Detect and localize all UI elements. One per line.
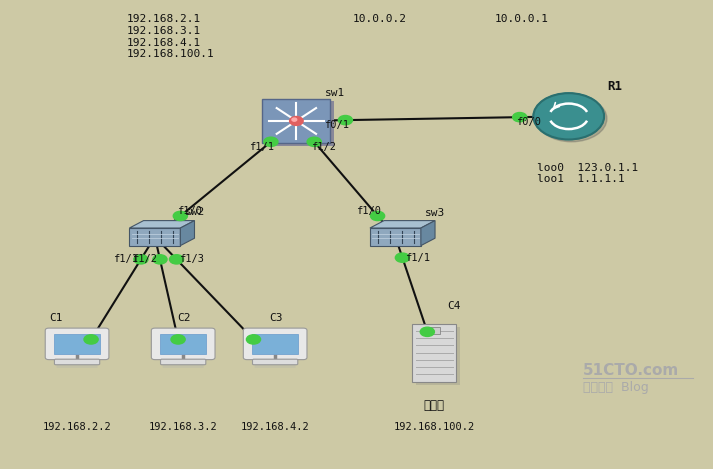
Circle shape [289,116,303,125]
Text: C2: C2 [178,312,191,323]
Circle shape [153,255,167,264]
FancyBboxPatch shape [163,363,204,368]
FancyBboxPatch shape [412,324,456,382]
Text: 技术博客  Blog: 技术博客 Blog [583,381,649,394]
FancyBboxPatch shape [252,359,298,365]
FancyBboxPatch shape [243,328,307,360]
Text: 10.0.0.2: 10.0.0.2 [353,15,407,24]
FancyBboxPatch shape [130,228,180,246]
Polygon shape [370,220,435,228]
Text: loo0  123.0.1.1
loo1  1.1.1.1: loo0 123.0.1.1 loo1 1.1.1.1 [537,163,638,184]
Text: C3: C3 [270,312,283,323]
FancyBboxPatch shape [54,334,101,354]
Text: f0/1: f0/1 [324,120,349,130]
Text: f1/3: f1/3 [179,254,205,265]
Text: C1: C1 [48,312,62,323]
Circle shape [170,255,184,264]
FancyBboxPatch shape [45,328,109,360]
Polygon shape [421,220,435,246]
Text: 51CTO.com: 51CTO.com [583,363,679,378]
Text: 192.168.2.1
192.168.3.1
192.168.4.1
192.168.100.1: 192.168.2.1 192.168.3.1 192.168.4.1 192.… [127,15,215,59]
FancyBboxPatch shape [370,228,421,246]
Circle shape [171,335,185,344]
FancyBboxPatch shape [160,334,206,354]
Text: f1/0: f1/0 [356,206,381,216]
Text: f1/0: f1/0 [177,206,202,216]
Circle shape [533,93,604,139]
Text: f1/2: f1/2 [132,254,157,265]
Circle shape [134,255,148,264]
Text: f1/1: f1/1 [113,254,138,265]
Text: R1: R1 [607,80,622,93]
Text: f1/2: f1/2 [311,142,336,152]
Text: 10.0.0.1: 10.0.0.1 [494,15,548,24]
Circle shape [420,327,434,336]
Text: C4: C4 [447,301,461,311]
FancyBboxPatch shape [429,327,440,334]
Circle shape [536,96,607,142]
Text: 192.168.100.2: 192.168.100.2 [394,422,475,432]
FancyBboxPatch shape [54,359,100,365]
Circle shape [247,335,260,344]
FancyBboxPatch shape [160,359,206,365]
Text: f0/0: f0/0 [516,117,541,127]
FancyBboxPatch shape [255,363,296,368]
Circle shape [395,253,409,262]
Polygon shape [180,220,195,246]
FancyBboxPatch shape [252,334,298,354]
Polygon shape [130,220,195,228]
Text: sw2: sw2 [185,207,205,217]
Circle shape [292,118,297,121]
Text: sw1: sw1 [324,88,345,98]
Circle shape [371,212,384,220]
Circle shape [307,137,322,146]
Circle shape [513,113,527,122]
FancyBboxPatch shape [416,327,460,385]
Text: 192.168.4.2: 192.168.4.2 [241,422,309,432]
Text: 192.168.2.2: 192.168.2.2 [43,422,111,432]
Text: 192.168.3.2: 192.168.3.2 [149,422,217,432]
Text: f1/1: f1/1 [405,253,430,263]
FancyBboxPatch shape [56,363,98,368]
Circle shape [84,335,98,344]
Text: f1/1: f1/1 [250,142,275,152]
Circle shape [339,115,352,125]
Circle shape [264,137,278,146]
Text: sw3: sw3 [425,208,446,218]
Text: 服务器: 服务器 [424,399,445,412]
FancyBboxPatch shape [262,98,330,143]
Circle shape [173,212,188,220]
FancyBboxPatch shape [151,328,215,360]
FancyBboxPatch shape [266,101,334,146]
